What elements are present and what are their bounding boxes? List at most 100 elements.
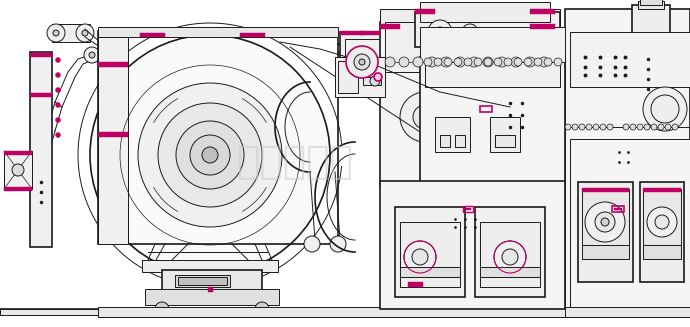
Circle shape: [76, 24, 94, 42]
Circle shape: [138, 83, 282, 227]
Circle shape: [424, 58, 432, 66]
Circle shape: [469, 57, 479, 67]
Bar: [455, 135, 465, 147]
Bar: [612, 206, 624, 212]
Bar: [98, 62, 128, 67]
Circle shape: [544, 58, 552, 66]
Circle shape: [435, 27, 445, 37]
Bar: [340, 31, 365, 35]
Circle shape: [399, 57, 409, 67]
Circle shape: [484, 58, 492, 66]
Bar: [345, 39, 400, 79]
Bar: [340, 32, 405, 87]
Bar: [360, 31, 380, 35]
Bar: [30, 93, 52, 97]
Circle shape: [534, 58, 542, 66]
Circle shape: [55, 58, 61, 62]
Bar: [638, 1, 664, 9]
Circle shape: [579, 124, 585, 130]
Circle shape: [593, 124, 599, 130]
Bar: [380, 24, 400, 29]
Circle shape: [359, 59, 365, 65]
Bar: [640, 0, 662, 5]
Circle shape: [55, 102, 61, 108]
Circle shape: [651, 95, 679, 123]
Circle shape: [155, 302, 169, 316]
Bar: [435, 117, 470, 152]
Bar: [400, 222, 460, 287]
Circle shape: [413, 105, 437, 129]
Bar: [582, 189, 629, 247]
Bar: [530, 24, 555, 29]
Circle shape: [637, 124, 643, 130]
Circle shape: [89, 52, 95, 58]
Circle shape: [55, 117, 61, 123]
Bar: [578, 182, 633, 282]
Circle shape: [585, 202, 625, 242]
Bar: [395, 207, 465, 297]
Bar: [565, 307, 690, 317]
Bar: [480, 267, 540, 277]
Bar: [490, 117, 520, 152]
Circle shape: [400, 92, 450, 142]
Bar: [463, 206, 473, 212]
Circle shape: [595, 212, 615, 232]
Bar: [440, 135, 450, 147]
Circle shape: [413, 57, 423, 67]
Bar: [640, 182, 684, 282]
Bar: [420, 27, 565, 62]
Circle shape: [554, 58, 562, 66]
Bar: [30, 52, 52, 247]
Bar: [465, 208, 471, 210]
Bar: [98, 307, 565, 317]
Bar: [4, 151, 32, 155]
Bar: [400, 267, 460, 277]
Circle shape: [202, 147, 218, 163]
Bar: [52, 24, 90, 42]
Circle shape: [474, 58, 482, 66]
Bar: [4, 187, 32, 191]
Circle shape: [444, 58, 452, 66]
Circle shape: [623, 124, 629, 130]
Bar: [480, 119, 494, 137]
Bar: [455, 92, 500, 142]
Circle shape: [504, 58, 512, 66]
Bar: [380, 181, 565, 309]
Bar: [385, 22, 555, 72]
Circle shape: [665, 124, 671, 130]
Circle shape: [404, 241, 436, 273]
Circle shape: [502, 249, 518, 265]
Circle shape: [370, 76, 380, 86]
Circle shape: [385, 57, 395, 67]
Bar: [582, 245, 629, 259]
Circle shape: [12, 164, 24, 176]
Circle shape: [497, 57, 507, 67]
Bar: [495, 135, 515, 147]
Bar: [142, 260, 278, 272]
Bar: [643, 188, 681, 192]
Circle shape: [672, 124, 678, 130]
Circle shape: [643, 87, 687, 131]
Circle shape: [586, 124, 592, 130]
Circle shape: [655, 215, 669, 229]
Bar: [415, 9, 435, 14]
Circle shape: [158, 103, 262, 207]
Bar: [380, 9, 560, 27]
Bar: [565, 9, 690, 309]
Circle shape: [354, 54, 370, 70]
Circle shape: [630, 124, 636, 130]
Circle shape: [441, 57, 451, 67]
Circle shape: [524, 58, 532, 66]
Bar: [145, 289, 279, 305]
Bar: [425, 55, 560, 87]
Bar: [162, 270, 262, 292]
Bar: [614, 208, 622, 210]
Bar: [338, 61, 358, 93]
Bar: [178, 277, 227, 285]
Circle shape: [455, 57, 465, 67]
Bar: [475, 207, 545, 297]
Circle shape: [494, 241, 526, 273]
Bar: [643, 245, 681, 259]
Circle shape: [55, 132, 61, 137]
Bar: [208, 287, 213, 292]
